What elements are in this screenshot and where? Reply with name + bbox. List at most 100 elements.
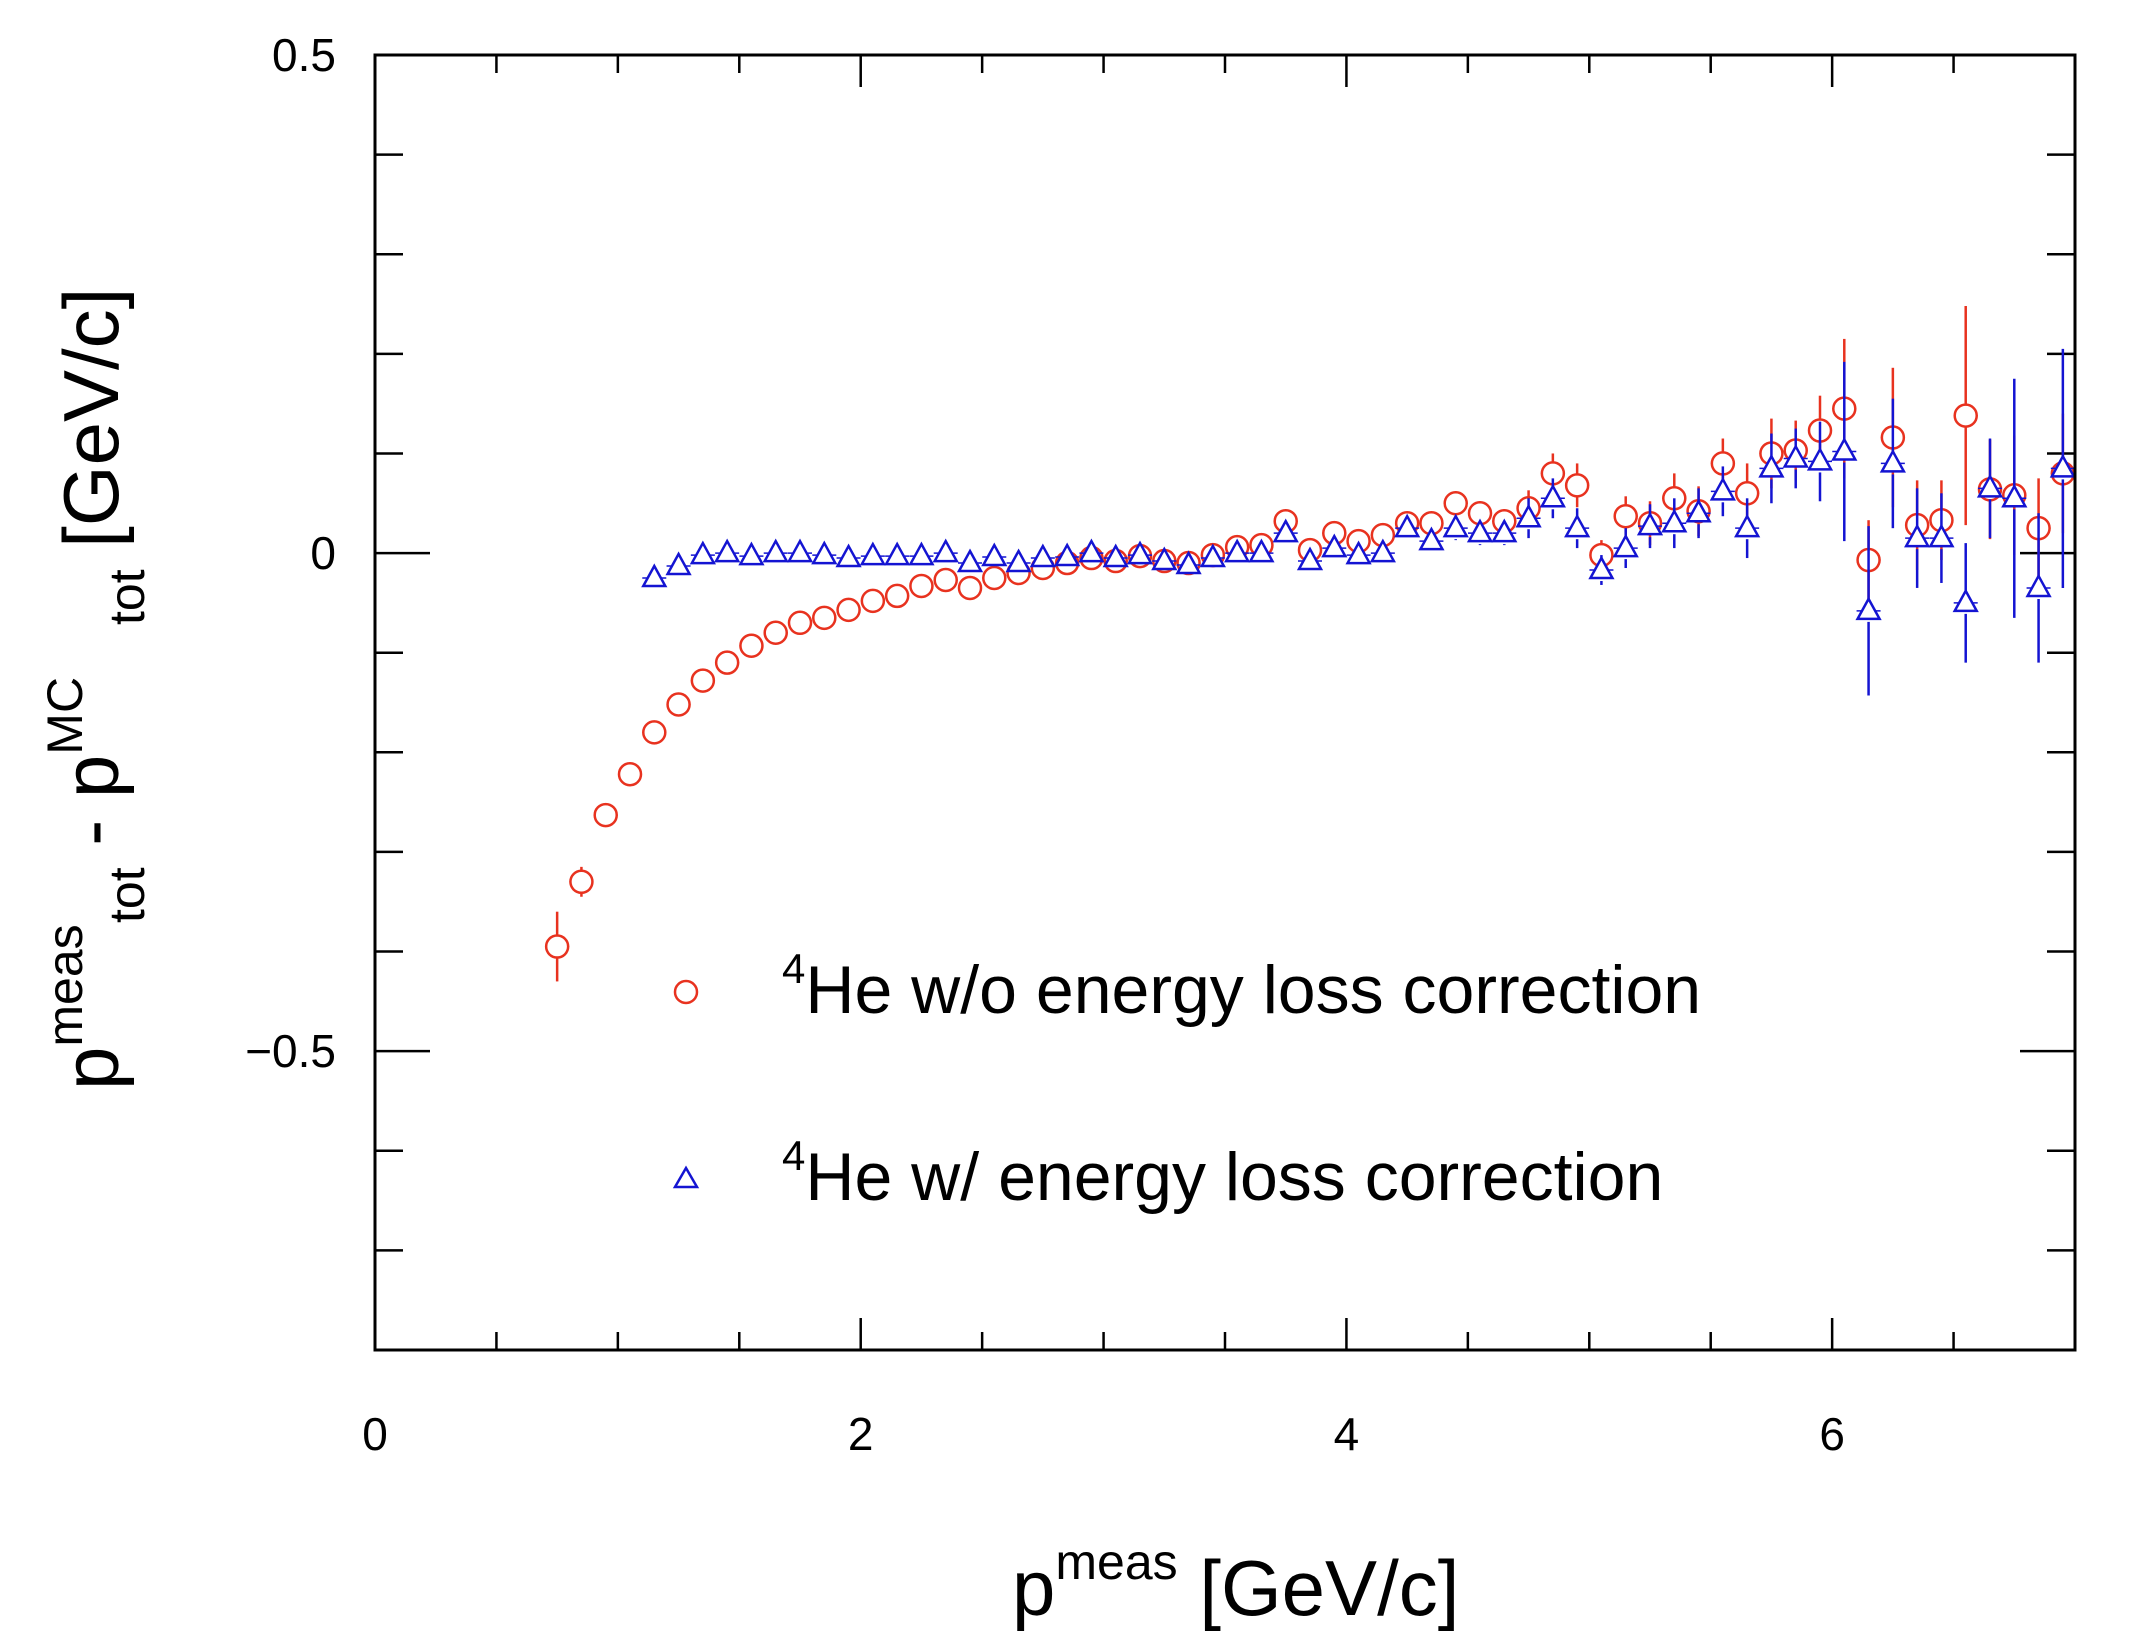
data-point-triangle: [1248, 538, 1275, 563]
data-point-triangle: [2049, 453, 2076, 478]
legend-label-corrected: 4He w/ energy loss correction: [782, 1132, 1663, 1215]
data-point-triangle: [1928, 523, 1955, 548]
data-point-circle: [1953, 403, 1978, 428]
x-axis-label: pmeas [GeV/c]: [1012, 1534, 1459, 1632]
data-point-triangle: [1879, 448, 1906, 473]
x-axis-label-base: p: [1012, 1544, 1055, 1632]
y-axis-label-sub2: tot: [99, 569, 155, 625]
data-point-triangle: [1296, 546, 1324, 571]
data-point-triangle: [1394, 513, 1421, 538]
data-point-triangle: [1199, 543, 1226, 568]
data-point-circle: [617, 761, 643, 787]
data-point-circle: [544, 934, 570, 959]
data-point-circle: [666, 692, 691, 717]
x-tick-label: 2: [848, 1408, 874, 1460]
data-point-triangle: [1612, 533, 1639, 558]
data-point-circle: [860, 588, 886, 614]
data-point-circle: [787, 610, 813, 636]
data-point-triangle: [811, 540, 838, 565]
data-point-triangle: [956, 548, 984, 573]
data-point-circle: [909, 573, 934, 599]
data-point-triangle: [1976, 473, 2004, 498]
data-point-circle: [1613, 503, 1638, 529]
data-point-circle: [690, 668, 716, 693]
data-point-triangle: [1005, 548, 1032, 573]
x-axis-label-rest: [GeV/c]: [1178, 1544, 1460, 1632]
data-point-circle: [1443, 491, 1468, 516]
data-point-triangle: [1029, 543, 1056, 568]
data-point-triangle: [884, 541, 911, 566]
axis-ticks: 0 2 4 6 0.5 0 −0.5: [245, 29, 2077, 1460]
data-point-triangle: [1564, 513, 1591, 538]
data-point-triangle: [1369, 538, 1396, 563]
data-point-triangle: [1272, 518, 1299, 543]
legend-label-uncorrected: 4He w/o energy loss correction: [782, 945, 1701, 1028]
x-tick-label: 6: [1819, 1408, 1845, 1460]
data-point-triangle: [738, 541, 765, 566]
data-point-circle: [982, 565, 1007, 591]
data-point-triangle: [689, 540, 716, 565]
y-tick-label: −0.5: [245, 1025, 336, 1077]
data-point-triangle: [1734, 513, 1761, 538]
data-point-triangle: [1782, 443, 1809, 468]
data-point-triangle: [1904, 523, 1931, 548]
data-point-triangle: [1588, 555, 1615, 580]
data-point-triangle: [1515, 503, 1542, 528]
data-point-triangle: [1855, 596, 1882, 621]
data-point-triangle: [1709, 476, 1736, 501]
data-point-triangle: [1078, 538, 1105, 563]
data-point-circle: [569, 869, 594, 895]
y-axis-label-p2: p: [47, 755, 135, 798]
legend-label-uncorrected-text: He w/o energy loss correction: [805, 952, 1701, 1028]
x-tick-label: 0: [362, 1408, 388, 1460]
x-axis-label-sup: meas: [1055, 1534, 1177, 1590]
data-point-circle: [812, 605, 837, 631]
data-point-triangle: [1952, 588, 1979, 613]
data-point-triangle: [1685, 498, 1712, 523]
data-point-triangle: [859, 541, 886, 566]
data-point-triangle: [1636, 511, 1664, 536]
data-point-triangle: [1224, 538, 1251, 563]
x-tick-label: 4: [1334, 1408, 1360, 1460]
data-point-triangle: [1175, 550, 1202, 575]
data-point-triangle: [2025, 573, 2052, 598]
data-point-triangle: [1661, 508, 1688, 533]
data-point-triangle: [1442, 513, 1469, 538]
y-axis-label-rest: [GeV/c]: [47, 288, 135, 570]
data-point-triangle: [1491, 518, 1518, 543]
data-point-triangle: [1054, 542, 1081, 567]
data-point-circle: [884, 583, 910, 609]
legend: 4He w/o energy loss correction 4He w/ en…: [672, 945, 1701, 1215]
legend-marker-triangle: [672, 1165, 700, 1189]
data-point-circle: [1564, 473, 1590, 498]
legend-label-corrected-sup: 4: [782, 1132, 805, 1179]
data-point-circle: [739, 633, 764, 658]
data-point-triangle: [762, 538, 789, 563]
data-point-triangle: [1102, 543, 1129, 568]
data-point-triangle: [932, 538, 959, 563]
data-point-triangle: [1466, 518, 1494, 543]
data-point-triangle: [1758, 453, 1785, 478]
data-point-triangle: [1831, 436, 1858, 461]
data-point-triangle: [665, 551, 692, 576]
legend-label-uncorrected-sup: 4: [782, 945, 805, 992]
data-point-circle: [957, 575, 983, 601]
y-axis-label-p1: p: [47, 1047, 135, 1090]
data-point-triangle: [786, 538, 814, 563]
data-point-triangle: [1806, 446, 1834, 471]
y-tick-label: 0.5: [272, 29, 336, 81]
data-point-triangle: [981, 542, 1008, 567]
data-point-triangle: [1345, 540, 1372, 565]
data-point-triangle: [835, 543, 862, 568]
data-point-triangle: [1126, 540, 1154, 565]
series-triangle: [641, 348, 2076, 696]
legend-label-corrected-text: He w/ energy loss correction: [805, 1139, 1663, 1215]
data-point-triangle: [1151, 546, 1178, 571]
data-point-triangle: [1539, 483, 1566, 508]
legend-marker-circle: [673, 979, 699, 1005]
y-axis-label-sub1: tot: [99, 867, 155, 923]
y-axis-label-sup2: MC: [37, 677, 93, 755]
data-points: [544, 306, 2076, 982]
data-point-circle: [763, 620, 788, 646]
